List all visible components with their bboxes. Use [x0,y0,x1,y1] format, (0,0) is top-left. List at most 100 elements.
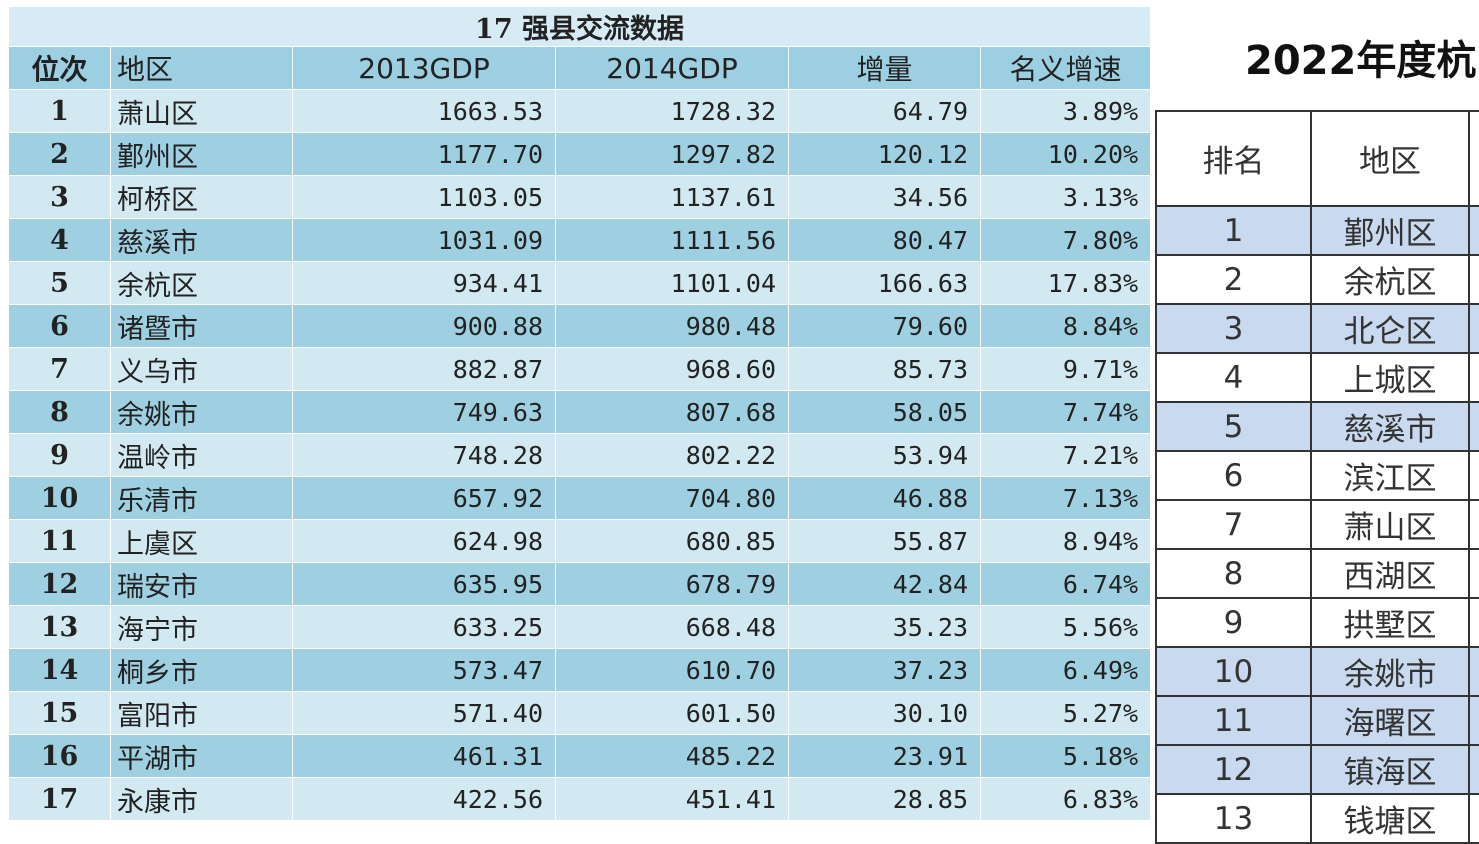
table-cell: 748.28 [292,433,556,477]
table-cell: 451.41 [555,777,789,821]
table-cell: 余杭区 [110,261,293,305]
table-row: 1 鄞州区 [1155,205,1479,256]
table-cell: 23.91 [788,734,981,778]
table-row: 11 上虞区 624.98 680.85 55.87 8.94% [8,519,1152,563]
table-cell: 7.21% [979,433,1152,477]
table-cell: 7 [1155,499,1312,550]
table-cell: 35.23 [788,605,981,649]
empty-cell [1468,597,1479,648]
table-cell: 485.22 [555,734,789,778]
table-cell: 802.22 [555,433,789,477]
table-cell: 4 [8,218,111,262]
table-cell: 1137.61 [555,175,789,219]
table-cell: 573.47 [292,648,556,692]
table-cell: 17.83% [979,261,1152,305]
table-cell: 980.48 [555,304,789,348]
table-cell: 上虞区 [110,519,293,563]
table-cell: 42.84 [788,562,981,606]
table-cell: 4 [1155,352,1312,403]
table-cell: 749.63 [292,390,556,434]
table-cell: 12 [8,562,111,606]
table-row: 1 萧山区 1663.53 1728.32 64.79 3.89% [8,89,1152,133]
empty-cell [1468,254,1479,305]
table-row: 17 永康市 422.56 451.41 28.85 6.83% [8,777,1152,821]
table-cell: 7 [8,347,111,391]
empty-cell [1468,793,1479,844]
table-cell: 6.83% [979,777,1152,821]
table-cell: 53.94 [788,433,981,477]
table-cell: 704.80 [555,476,789,520]
table-cell: 7.80% [979,218,1152,262]
table-cell: 萧山区 [110,89,293,133]
table-cell: 鄞州区 [1310,205,1470,256]
table-row: 3 柯桥区 1103.05 1137.61 34.56 3.13% [8,175,1152,219]
table-cell: 120.12 [788,132,981,176]
header-cell: 地区 [1310,110,1470,207]
table-cell: 瑞安市 [110,562,293,606]
table-cell: 3 [8,175,111,219]
header-cell: 2013GDP [292,46,556,90]
table-cell: 678.79 [555,562,789,606]
table-row: 9 温岭市 748.28 802.22 53.94 7.21% [8,433,1152,477]
table-cell: 1 [1155,205,1312,256]
table-cell: 624.98 [292,519,556,563]
header-cell: 名义增速 [979,46,1152,90]
table-cell: 6 [1155,450,1312,501]
header-cell: 2014GDP [555,46,789,90]
table-row: 5 慈溪市 [1155,401,1479,452]
table-cell: 8.84% [979,304,1152,348]
table-cell: 义乌市 [110,347,293,391]
table-cell: 12 [1155,744,1312,795]
table-cell: 807.68 [555,390,789,434]
table-cell: 9 [1155,597,1312,648]
table-cell: 610.70 [555,648,789,692]
table-cell: 5 [1155,401,1312,452]
table-row: 4 慈溪市 1031.09 1111.56 80.47 7.80% [8,218,1152,262]
table-cell: 海宁市 [110,605,293,649]
table-row: 16 平湖市 461.31 485.22 23.91 5.18% [8,734,1152,778]
table-cell: 平湖市 [110,734,293,778]
table-row: 3 北仑区 [1155,303,1479,354]
empty-cell [1468,744,1479,795]
table-cell: 3.89% [979,89,1152,133]
table-cell: 80.47 [788,218,981,262]
table-cell: 79.60 [788,304,981,348]
table-cell: 9.71% [979,347,1152,391]
table-cell: 镇海区 [1310,744,1470,795]
table-cell: 诸暨市 [110,304,293,348]
table-cell: 1663.53 [292,89,556,133]
table-row: 6 诸暨市 900.88 980.48 79.60 8.84% [8,304,1152,348]
table-cell: 85.73 [788,347,981,391]
table-cell: 46.88 [788,476,981,520]
table-cell: 17 [8,777,111,821]
table-cell: 30.10 [788,691,981,735]
table-cell: 北仑区 [1310,303,1470,354]
table-row: 5 余杭区 934.41 1101.04 166.63 17.83% [8,261,1152,305]
table-cell: 2 [8,132,111,176]
table-row: 2 鄞州区 1177.70 1297.82 120.12 10.20% [8,132,1152,176]
table-cell: 900.88 [292,304,556,348]
table-cell: 富阳市 [110,691,293,735]
table-row: 8 余姚市 749.63 807.68 58.05 7.74% [8,390,1152,434]
table-cell: 13 [1155,793,1312,844]
table-cell: 7.74% [979,390,1152,434]
empty-cell [1468,450,1479,501]
table-cell: 拱墅区 [1310,597,1470,648]
empty-cell [1468,205,1479,256]
table-cell: 5.18% [979,734,1152,778]
table-cell: 1728.32 [555,89,789,133]
empty-cell [1468,303,1479,354]
table-row: 13 海宁市 633.25 668.48 35.23 5.56% [8,605,1152,649]
table-cell: 10 [1155,646,1312,697]
table-row: 7 萧山区 [1155,499,1479,550]
table-cell: 1177.70 [292,132,556,176]
header-row: 位次 地区 2013GDP 2014GDP 增量 名义增速 [8,46,1152,90]
table-row: 14 桐乡市 573.47 610.70 37.23 6.49% [8,648,1152,692]
header-cell: 排名 [1155,110,1312,207]
table-cell: 慈溪市 [110,218,293,262]
table-cell: 422.56 [292,777,556,821]
table-row: 11 海曙区 [1155,695,1479,746]
table-cell: 余姚市 [110,390,293,434]
table-cell: 5.56% [979,605,1152,649]
table-cell: 钱塘区 [1310,793,1470,844]
